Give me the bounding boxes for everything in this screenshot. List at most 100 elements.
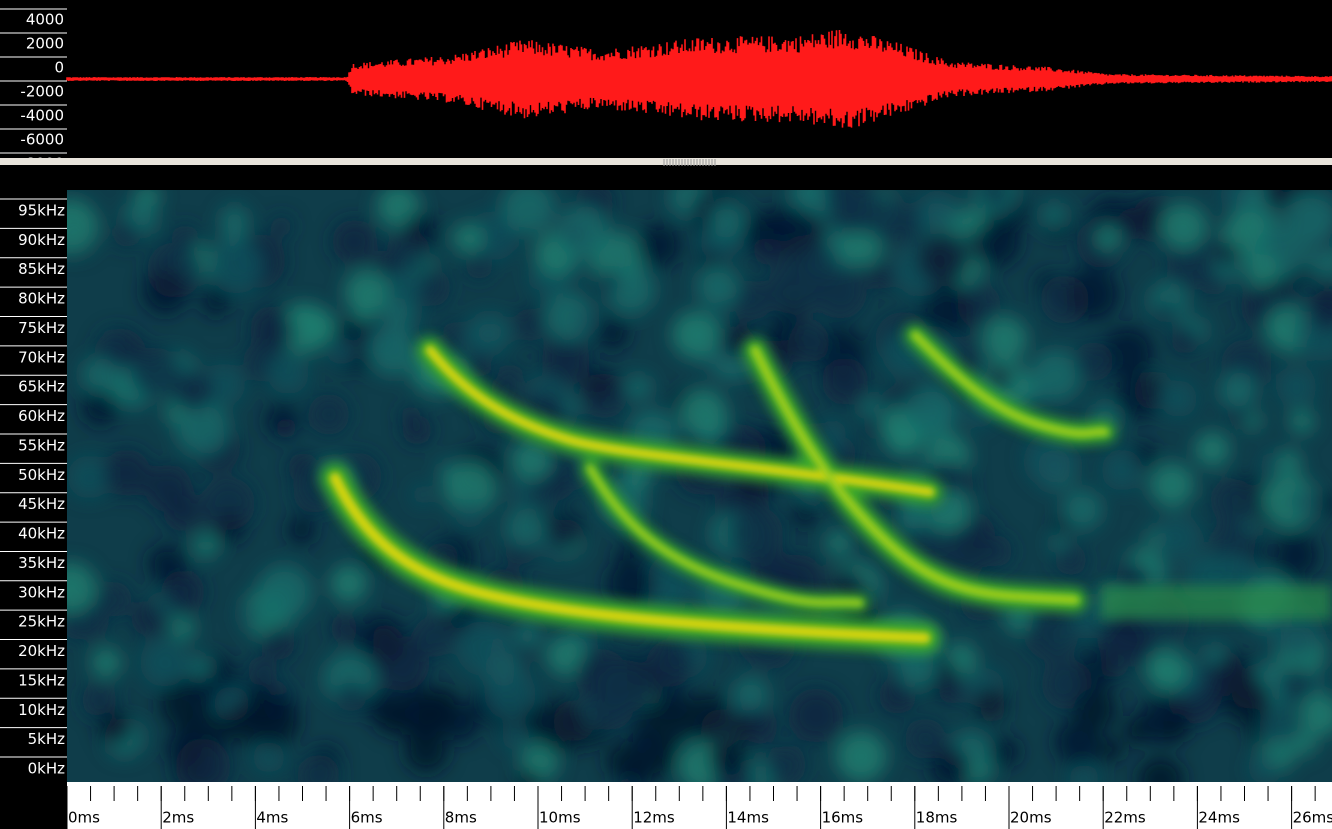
y-tick-label: 35kHz: [18, 554, 65, 572]
noise-blob: [1101, 449, 1143, 491]
noise-blob: [517, 769, 541, 782]
noise-blob: [367, 325, 419, 377]
noise-blob: [144, 464, 193, 513]
noise-blob: [765, 206, 792, 233]
noise-blob: [1203, 643, 1226, 665]
noise-blob: [1160, 380, 1198, 418]
noise-blob: [1095, 224, 1122, 252]
noise-blob: [1065, 267, 1120, 322]
splitter-grip[interactable]: [663, 159, 716, 166]
noise-blob: [484, 668, 536, 720]
noise-blob: [637, 223, 682, 268]
noise-blob: [789, 688, 844, 743]
y-tick-label: 0: [54, 59, 64, 77]
x-tick-label: 10ms: [539, 809, 581, 827]
noise-blob: [904, 718, 946, 760]
noise-blob: [1276, 367, 1317, 407]
noise-blob: [732, 280, 773, 321]
noise-blob: [237, 604, 261, 627]
x-tick-label: 18ms: [916, 809, 958, 827]
noise-blob: [596, 317, 630, 351]
noise-blob: [308, 393, 350, 436]
y-tick-label: 60kHz: [18, 407, 65, 425]
x-tick-label: 16ms: [822, 809, 864, 827]
harmonic: [911, 331, 1109, 438]
noise-blob: [147, 544, 187, 584]
noise-blob: [174, 400, 230, 456]
y-tick-label: 90kHz: [18, 231, 65, 249]
noise-blob: [165, 729, 202, 767]
noise-blob: [917, 231, 971, 285]
noise-blob: [1160, 203, 1207, 250]
y-tick-label: 85kHz: [18, 260, 65, 278]
noise-blob: [1062, 489, 1103, 530]
noise-blob: [766, 745, 807, 782]
noise-blob: [512, 643, 533, 664]
harmonic: [750, 345, 1080, 605]
x-tick-label: 22ms: [1104, 809, 1146, 827]
y-tick-label: 20kHz: [18, 642, 65, 660]
noise-blob: [917, 194, 956, 233]
x-tick-label: 24ms: [1198, 809, 1240, 827]
noise-blob: [172, 369, 213, 411]
noise-blob: [1292, 731, 1317, 756]
noise-blob: [81, 682, 117, 718]
noise-blob: [443, 462, 497, 515]
noise-blob: [767, 260, 822, 315]
noise-blob: [297, 754, 340, 782]
noise-blob: [1145, 374, 1166, 395]
noise-blob: [67, 607, 94, 640]
time-axis-bg: [67, 782, 1332, 829]
noise-blob: [1149, 462, 1195, 508]
splitter[interactable]: [0, 158, 1332, 165]
noise-blob: [880, 406, 915, 441]
noise-blob: [455, 621, 510, 675]
signal-core: [329, 331, 1109, 644]
noise-blob: [626, 374, 652, 401]
noise-blob: [275, 417, 297, 440]
noise-blob: [1194, 431, 1231, 468]
noise-blob: [581, 366, 617, 403]
noise-blob: [1024, 432, 1077, 485]
noise-blob: [514, 620, 542, 647]
noise-blob: [1073, 688, 1117, 732]
noise-blob: [464, 313, 508, 356]
noise-blob: [814, 266, 867, 319]
noise-blob: [1212, 519, 1256, 564]
y-tick-label: 80kHz: [18, 290, 65, 308]
noise-blob: [267, 352, 309, 395]
noise-blob: [287, 303, 311, 328]
noise-blob: [67, 562, 97, 614]
noise-blob: [708, 737, 748, 777]
noise-blob: [455, 499, 483, 527]
noise-blob: [791, 502, 818, 529]
noise-blob: [188, 655, 213, 680]
noise-blob: [332, 219, 377, 264]
noise-blob: [330, 614, 358, 642]
noise-blob: [1283, 191, 1332, 245]
noise-blob: [1244, 190, 1265, 202]
noise-blob: [981, 190, 1007, 204]
noise-blob: [866, 261, 895, 290]
y-tick-label: 5kHz: [28, 730, 66, 748]
noise-blob: [412, 484, 434, 506]
noise-blob: [403, 212, 439, 248]
noise-blob: [419, 700, 453, 734]
noise-blob: [402, 415, 432, 445]
noise-blob: [615, 544, 638, 567]
noise-blob: [286, 515, 317, 546]
y-tick-label: -6000: [20, 131, 64, 149]
noise-blob: [170, 616, 196, 641]
x-tick-label: 6ms: [351, 809, 383, 827]
noise-blob: [501, 722, 529, 750]
noise-blob: [1073, 341, 1114, 382]
noise-blob: [1244, 253, 1279, 288]
x-tick-label: 20ms: [1010, 809, 1052, 827]
noise-blob: [598, 270, 620, 293]
noise-blob: [527, 267, 550, 290]
noise-blob: [219, 205, 249, 235]
noise-blob: [535, 699, 589, 753]
noise-blob: [821, 358, 869, 405]
noise-blob: [960, 207, 986, 234]
